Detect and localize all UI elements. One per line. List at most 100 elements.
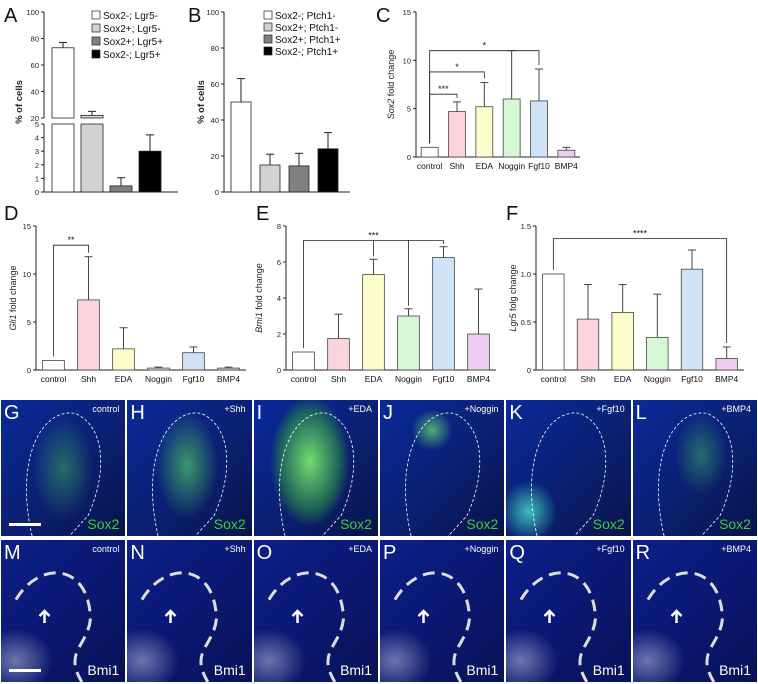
category-label: Shh [81,374,96,384]
y-axis-label-rest: fold change [8,265,18,314]
arrow-icon [417,609,430,623]
panel-letter-f: F [506,203,519,225]
panel-letter-e: E [256,203,270,225]
category-label: Noggin [145,374,172,384]
bar [80,123,104,193]
y-tick-label: 100 [206,8,219,17]
category-label: Fgf10 [183,374,205,384]
significance-label: ** [67,235,75,245]
category-label: control [291,374,317,384]
y-tick-label: 40 [31,88,39,97]
category-label: Fgf10 [681,374,703,384]
treatment-label: +Noggin [464,404,499,414]
outline-overlay [405,412,481,536]
micrograph-n: N +Shh Bmi1 [127,540,252,682]
category-label: Fgf10 [528,161,550,171]
bar [646,336,669,371]
y-axis-label: Sox2 fold change [386,50,396,120]
treatment-label: +Fgf10 [596,404,625,414]
treatment-label: control [92,544,120,554]
treatment-label: control [92,404,120,414]
y-tick-label: 15 [23,222,31,231]
y-tick-label: 5 [27,318,31,327]
y-tick-label: 15 [403,8,411,17]
treatment-label: +BMP4 [721,544,751,554]
outline-overlay [140,571,219,682]
tissue-outline [531,412,607,536]
y-tick-label: 0 [407,153,411,162]
tissue-outline [152,412,228,536]
legend-label: Sox2-; Ptch1+ [275,47,338,58]
stain-label: Bmi1 [340,662,372,678]
treatment-label: +EDA [348,404,372,414]
outline-overlay [519,571,598,682]
legend-label: Sox2-; Lgr5- [103,11,158,22]
category-label: EDA [614,374,632,384]
treatment-label: +EDA [348,544,372,554]
tissue-outline [278,412,354,536]
panel-letter: J [383,402,393,424]
scale-bar [9,669,41,672]
y-tick-label: 1.0 [521,270,531,279]
y-tick-label: 0 [527,366,531,375]
bar [42,359,65,371]
panel-letter: O [256,542,273,564]
y-tick-label: 6 [277,258,281,267]
y-tick-label: 20 [31,114,39,123]
significance-label: *** [438,84,449,94]
significance-bracket [303,239,444,348]
panel-letter-b: B [188,5,202,27]
stain-label: Bmi1 [466,662,499,678]
category-label: Noggin [395,374,422,384]
stain-label: Bmi1 [213,662,246,678]
panel-letter-c: C [376,5,391,27]
legend-swatch [91,36,101,46]
category-label: BMP4 [217,374,240,384]
panel-letter: P [383,542,397,564]
tissue-outline [14,571,93,682]
y-tick-label: 5 [35,120,39,129]
legend-label: Sox2+; Ptch1+ [275,35,341,46]
panel-letter: Q [509,542,525,564]
category-label: EDA [115,374,133,384]
y-tick-label: 0 [27,366,31,375]
y-tick-label: 60 [31,61,39,70]
category-label: control [417,161,443,171]
outline-overlay [152,412,228,536]
outline-overlay [26,412,102,536]
micrograph-k: K +Fgf10 Sox2 [506,400,631,536]
category-label: Shh [331,374,346,384]
micrograph-i: I +EDA Sox2 [253,400,378,536]
tissue-outline [267,571,345,682]
treatment-label: +Fgf10 [596,544,625,554]
outline-overlay [267,571,345,682]
stain-label: Bmi1 [719,662,751,678]
micrograph-r: R +BMP4 Bmi1 [632,540,757,682]
arrow-icon [38,609,51,623]
legend-label: Sox2+; Lgr5+ [103,37,163,48]
panel-letter-a: A [4,5,18,27]
tissue-outline [657,412,733,536]
category-label: EDA [365,374,383,384]
significance-bracket [53,244,89,357]
tissue-outline [26,412,102,536]
y-axis-label: % of cells [14,80,25,124]
y-tick-label: 0 [277,366,281,375]
legend-label: Sox2-; Ptch1- [275,11,336,22]
y-tick-label: 80 [211,44,219,53]
y-axis-label-rest: fold change [386,50,396,99]
outline-overlay [657,412,733,536]
micrograph-l: L +BMP4 Sox2 [632,400,757,536]
y-tick-label: 2 [277,330,281,339]
panel-letter: G [4,402,20,424]
significance-bracket [552,238,728,343]
y-tick-label: 20 [211,152,219,161]
micrograph-h: H +Shh Sox2 [127,400,252,536]
micrograph-j: J +Noggin Sox2 [380,400,505,536]
legend-swatch [263,46,273,56]
